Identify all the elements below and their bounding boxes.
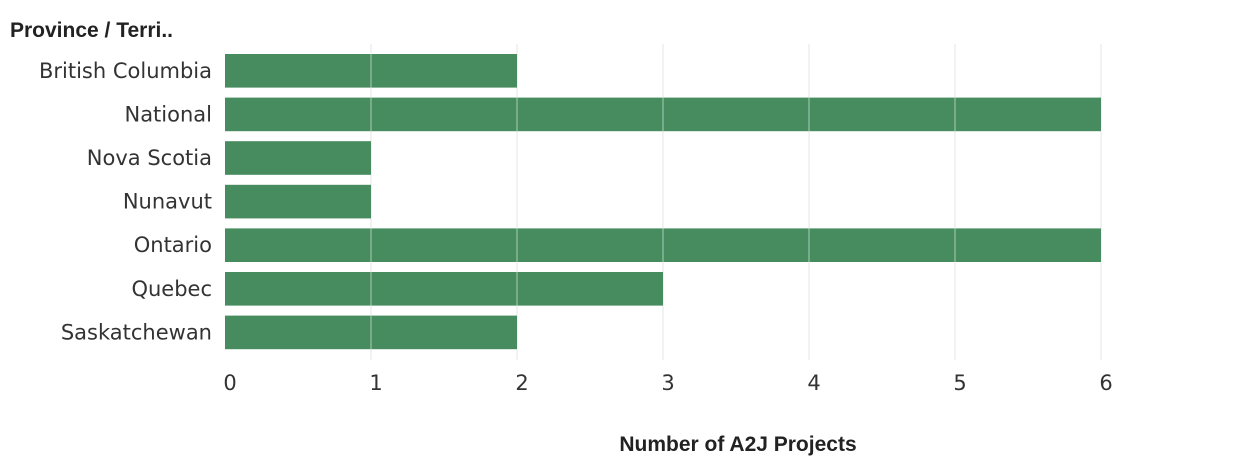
x-tick-label-0: 0: [223, 371, 236, 395]
category-label-2: Nova Scotia: [87, 146, 212, 170]
row-header: Province / Terri..: [10, 19, 173, 42]
x-axis-ticks: 01234567: [223, 371, 1112, 395]
x-tick-label-3: 3: [661, 371, 674, 395]
category-label-6: Saskatchewan: [61, 320, 212, 344]
category-label-5: Quebec: [131, 277, 212, 301]
category-label-4: Ontario: [134, 233, 212, 257]
x-tick-label-5: 5: [953, 371, 966, 395]
x-axis-title: Number of A2J Projects: [619, 433, 856, 456]
category-label-0: British Columbia: [39, 59, 212, 83]
bar-3[interactable]: [225, 184, 371, 219]
category-label-1: National: [124, 102, 212, 126]
bar-2[interactable]: [225, 141, 371, 175]
x-tick-label-1: 1: [369, 371, 382, 395]
category-labels: British Columbia National Nova Scotia Nunav…: [39, 59, 212, 345]
x-tick-label-2: 2: [515, 371, 528, 395]
gridlines: [370, 44, 1102, 360]
bar-5[interactable]: [225, 272, 663, 306]
bars: [225, 54, 1101, 350]
category-label-3: Nunavut: [123, 190, 212, 214]
x-tick-label-6: 6: [1099, 371, 1112, 395]
x-tick-label-4: 4: [807, 371, 820, 395]
